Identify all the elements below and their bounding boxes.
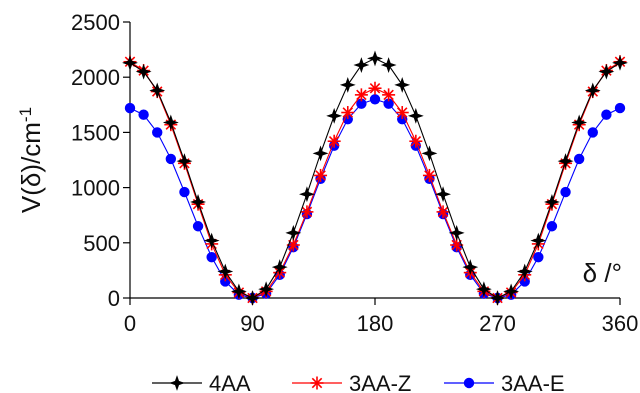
data-point-3aa-e xyxy=(601,109,612,120)
data-point-4aa xyxy=(571,114,588,131)
data-point-3aa-z xyxy=(436,205,450,219)
data-point-4aa xyxy=(353,57,370,73)
data-point-4aa xyxy=(176,153,193,170)
data-point-4aa xyxy=(448,224,465,241)
data-point-4aa xyxy=(435,186,451,203)
y-tick-label: 1500 xyxy=(71,120,120,145)
data-point-4aa xyxy=(135,63,152,80)
x-tick-label: 180 xyxy=(357,311,394,336)
data-point-4aa xyxy=(462,259,479,276)
data-point-4aa xyxy=(190,194,206,210)
data-point-3aa-e xyxy=(138,109,149,120)
data-point-3aa-e xyxy=(560,186,571,198)
data-point-4aa xyxy=(162,114,179,131)
data-point-3aa-z xyxy=(327,134,341,148)
data-point-4aa xyxy=(394,77,411,93)
data-point-3aa-e xyxy=(533,251,544,263)
data-point-4aa xyxy=(367,50,383,67)
data-point-3aa-e xyxy=(206,251,217,263)
data-point-3aa-e xyxy=(546,221,558,232)
data-point-3aa-e xyxy=(152,127,163,138)
data-point-4aa xyxy=(217,263,234,280)
data-point-3aa-z xyxy=(354,88,368,102)
data-point-4aa xyxy=(489,290,506,306)
data-point-3aa-e xyxy=(124,102,136,114)
data-point-4aa xyxy=(584,82,601,99)
data-point-4aa xyxy=(339,77,356,93)
y-tick-label: 2000 xyxy=(71,65,120,90)
data-point-4aa xyxy=(149,82,166,99)
data-point-3aa-z xyxy=(341,106,355,120)
legend-marker xyxy=(463,377,475,389)
ticks: 0 500 1000 1500 2000 2500 0 90 180 270 360 xyxy=(71,10,638,336)
x-tick-label: 0 xyxy=(124,311,136,336)
series-3aa-z xyxy=(123,55,627,305)
data-point-4aa xyxy=(544,194,560,210)
y-axis-title-main: V(δ)/cm xyxy=(16,122,46,213)
y-tick-label: 0 xyxy=(108,286,120,311)
data-point-4aa xyxy=(271,259,288,276)
data-point-4aa xyxy=(503,283,520,300)
data-point-4aa xyxy=(122,54,138,71)
data-point-3aa-z xyxy=(395,106,409,120)
y-axis-title: V(δ)/cm-1 xyxy=(16,107,46,213)
data-point-3aa-z xyxy=(409,134,423,148)
data-point-4aa xyxy=(244,290,261,306)
data-point-3aa-z xyxy=(382,88,396,102)
data-point-4aa xyxy=(312,145,329,162)
data-point-3aa-z xyxy=(422,168,436,182)
series-4aa xyxy=(122,50,628,306)
x-axis-title: δ /° xyxy=(583,258,622,288)
data-point-3aa-e xyxy=(573,153,585,165)
data-point-4aa xyxy=(326,107,343,124)
data-point-4aa xyxy=(299,186,315,203)
x-tick-label: 270 xyxy=(479,311,516,336)
data-point-4aa xyxy=(475,281,492,298)
data-point-4aa xyxy=(421,145,438,162)
data-point-3aa-e xyxy=(179,186,190,198)
data-point-4aa xyxy=(516,263,533,280)
legend-item-3aa-e: 3AA-E xyxy=(444,371,565,393)
data-point-4aa xyxy=(285,224,302,241)
legend-marker xyxy=(310,376,324,390)
series-3aa-e xyxy=(124,94,626,304)
legend: 4AA 3AA-Z 3AA-E xyxy=(152,371,565,393)
legend-label: 4AA xyxy=(209,371,251,393)
data-point-3aa-z xyxy=(300,205,314,219)
data-point-3aa-e xyxy=(165,153,177,165)
data-point-4aa xyxy=(557,153,574,170)
x-tick-label: 360 xyxy=(602,311,639,336)
data-point-3aa-e xyxy=(614,102,626,114)
data-point-3aa-e xyxy=(192,221,204,232)
legend-marker xyxy=(169,375,185,391)
x-tick-label: 90 xyxy=(240,311,264,336)
data-point-3aa-e xyxy=(587,127,598,138)
legend-item-4aa: 4AA xyxy=(152,371,251,393)
legend-label: 3AA-Z xyxy=(349,371,411,393)
y-tick-label: 2500 xyxy=(71,10,120,35)
data-point-4aa xyxy=(612,54,628,71)
series-layer xyxy=(122,50,628,306)
y-tick-label: 1000 xyxy=(71,176,120,201)
data-point-4aa xyxy=(230,283,247,300)
legend-item-3aa-z: 3AA-Z xyxy=(292,371,411,393)
legend-label: 3AA-E xyxy=(501,371,565,393)
series-line-3aa-e xyxy=(129,98,621,299)
data-point-3aa-z xyxy=(368,81,382,95)
data-point-4aa xyxy=(407,107,424,124)
data-point-4aa xyxy=(203,232,220,249)
data-point-4aa xyxy=(598,63,615,80)
data-point-4aa xyxy=(530,232,547,249)
data-point-4aa xyxy=(380,57,397,73)
data-point-3aa-z xyxy=(314,168,328,182)
y-tick-label: 500 xyxy=(83,231,120,256)
y-axis-title-superscript: -1 xyxy=(16,107,35,122)
data-point-3aa-e xyxy=(369,94,381,105)
data-point-4aa xyxy=(258,281,275,298)
